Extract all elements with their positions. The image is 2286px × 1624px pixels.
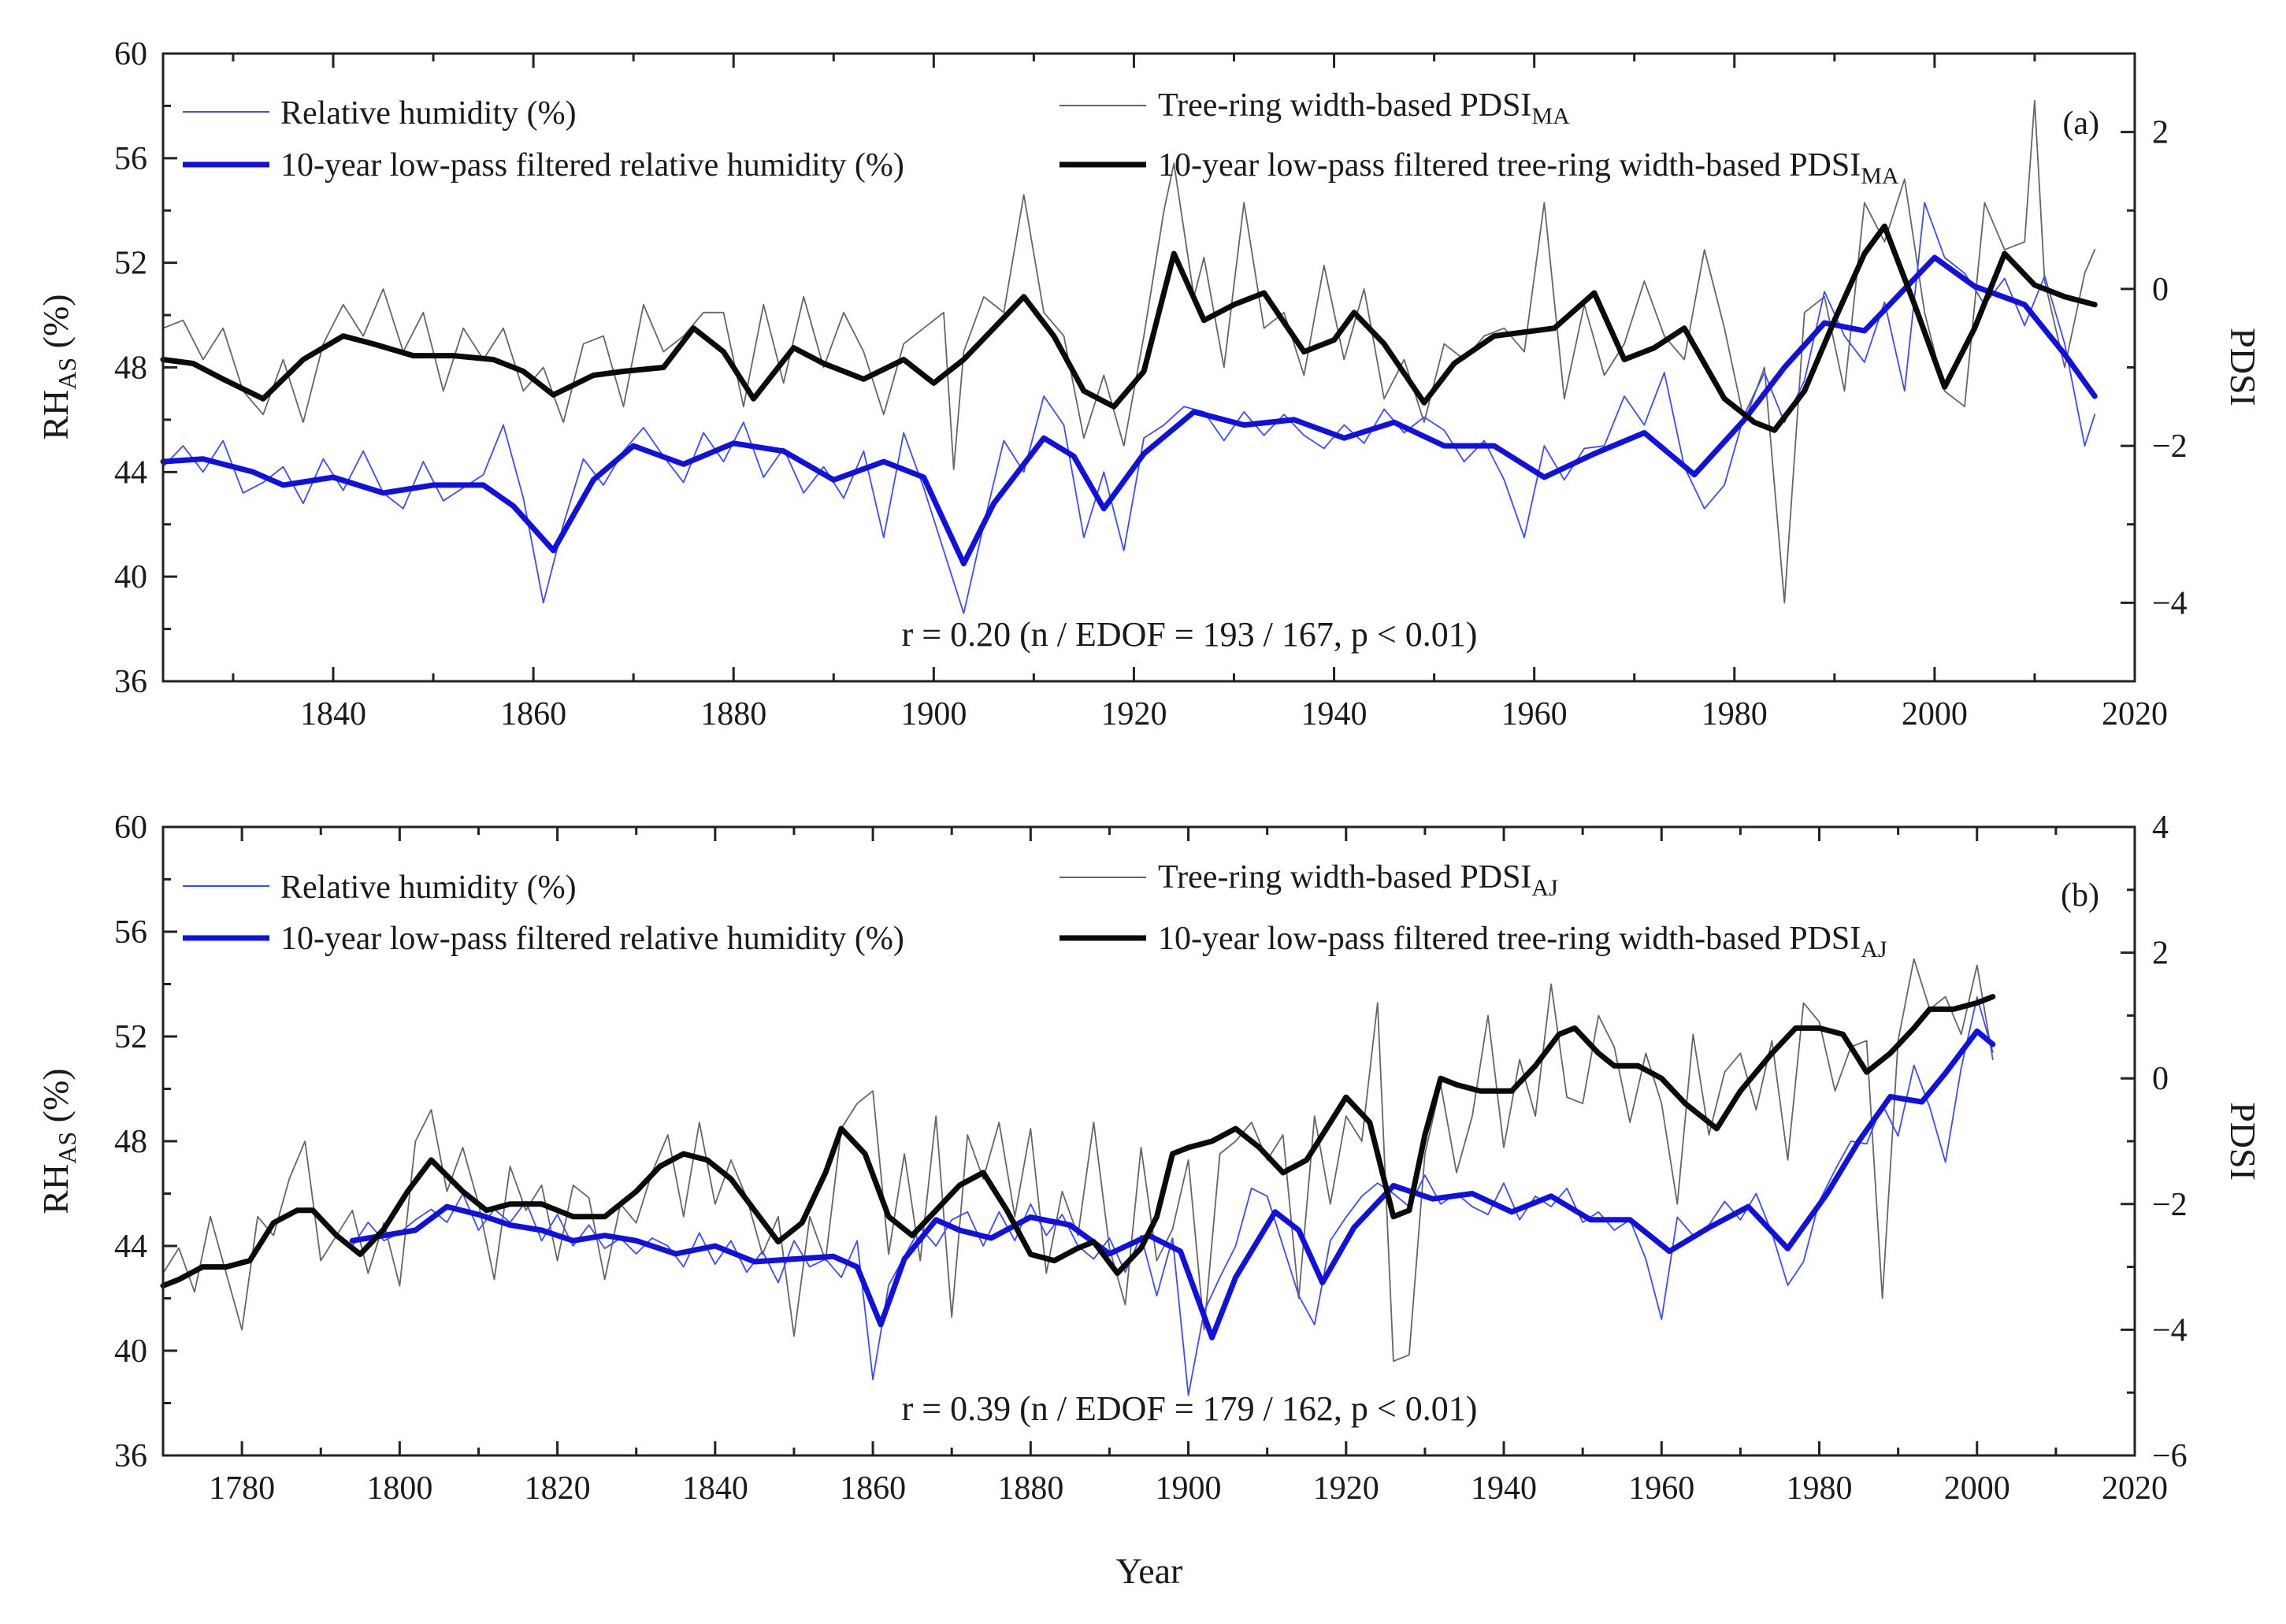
panel-a-x-tick-label: 1980 — [1702, 696, 1768, 732]
panel-a-y-right-tick-label: 2 — [2152, 115, 2169, 151]
panel-a-x-tick-label: 2020 — [2102, 696, 2168, 732]
panel-b-series-rh-raw — [351, 996, 1994, 1396]
panel-a-series — [160, 99, 2098, 614]
panel-a-y-left-tick-label: 40 — [114, 559, 147, 595]
panel-b-y-right-tick-label: 2 — [2152, 936, 2169, 972]
panel-b-x-tick-label: 2020 — [2102, 1470, 2168, 1507]
panel-b-x-tick-label: 1840 — [682, 1470, 748, 1507]
panel-b-y-left-title: RHAS (%) — [35, 1068, 81, 1214]
panel-a-x-tick-label: 1920 — [1100, 696, 1167, 732]
panel-a-series-pdsi-raw — [162, 99, 2096, 604]
panel-b-y-right-tick-label: −2 — [2152, 1187, 2188, 1223]
panel-a-y-left-tick-label: 36 — [114, 664, 147, 700]
panel-a-series-rh-smooth — [160, 254, 2098, 567]
panel-b-ticks: 1780 1800 1820 1840 1860 1880 1900 1920 1940 1960… — [114, 810, 2188, 1507]
panel-b-x-tick-label: 1920 — [1313, 1470, 1379, 1507]
panel-a: 1840 1860 1880 1900 1920 1940 1960 1980 2000 2020… — [35, 36, 2263, 732]
panel-b-y-left-tick-label: 40 — [114, 1333, 147, 1370]
legend-label-rh-raw: Relative humidity (%) — [280, 869, 577, 906]
panel-a-y-right-tick-label: −4 — [2152, 585, 2188, 621]
panel-b-y-left-tick-label: 56 — [114, 914, 147, 951]
panel-b-x-tick-label: 1900 — [1156, 1470, 1222, 1507]
panel-a-y-left-tick-label: 52 — [114, 246, 147, 282]
legend-label-rh-raw: Relative humidity (%) — [280, 95, 577, 132]
panel-a-y-left-tick-label: 48 — [114, 350, 147, 387]
x-axis-title: Year — [1116, 1551, 1183, 1591]
panel-a-label: (a) — [2062, 106, 2099, 142]
panel-b: 1780 1800 1820 1840 1860 1880 1900 1920 1940 1960… — [35, 810, 2263, 1507]
legend-label-pdsi-raw: Tree-ring width-based PDSIMA — [1158, 87, 1570, 129]
panel-b-y-left-tick-label: 44 — [114, 1229, 147, 1265]
legend-label-pdsi-smooth: 10-year low-pass filtered tree-ring widt… — [1158, 147, 1899, 189]
panel-b-y-left-tick-label: 60 — [114, 810, 147, 846]
panel-b-y-right-tick-label: 4 — [2152, 810, 2169, 846]
legend-label-pdsi-raw: Tree-ring width-based PDSIAJ — [1158, 859, 1558, 901]
panel-a-x-tick-label: 2000 — [1902, 696, 1968, 732]
panel-b-x-tick-label: 1960 — [1628, 1470, 1694, 1507]
panel-a-y-left-tick-label: 56 — [114, 141, 147, 177]
panel-b-x-tick-label: 2000 — [1944, 1470, 2010, 1507]
panel-a-legend: Relative humidity (%) 10-year low-pass f… — [183, 87, 1899, 189]
legend-label-pdsi-smooth: 10-year low-pass filtered tree-ring widt… — [1158, 921, 1887, 962]
panel-b-x-tick-label: 1800 — [366, 1470, 432, 1507]
panel-b-legend: Relative humidity (%) 10-year low-pass f… — [183, 859, 1887, 962]
panel-a-x-tick-label: 1900 — [900, 696, 967, 732]
panel-b-y-right-tick-label: −6 — [2152, 1438, 2188, 1474]
panel-b-series-rh-smooth — [349, 1028, 1996, 1340]
panel-b-series-pdsi-raw — [162, 958, 1994, 1363]
panel-b-x-tick-label: 1780 — [209, 1470, 275, 1507]
panel-b-y-left-tick-label: 52 — [114, 1019, 147, 1055]
panel-b-y-right-title: PDSI — [2223, 1102, 2263, 1181]
legend-label-rh-smooth: 10-year low-pass filtered relative humid… — [280, 921, 904, 957]
panel-a-x-tick-label: 1940 — [1301, 696, 1368, 732]
panel-a-y-right-tick-label: −2 — [2152, 428, 2188, 465]
panel-b-label: (b) — [2061, 877, 2099, 914]
panel-a-y-right-title: PDSI — [2223, 328, 2263, 406]
panel-b-y-right-tick-label: 0 — [2152, 1061, 2169, 1097]
panel-a-series-rh-raw — [162, 202, 2096, 614]
panel-b-x-tick-label: 1880 — [997, 1470, 1063, 1507]
panel-b-x-tick-label: 1980 — [1787, 1470, 1853, 1507]
panel-a-x-tick-label: 1840 — [300, 696, 366, 732]
panel-b-y-left-tick-label: 36 — [114, 1438, 147, 1474]
panel-b-x-tick-label: 1820 — [525, 1470, 591, 1507]
panel-b-y-right-tick-label: −4 — [2152, 1312, 2188, 1348]
panel-a-y-left-title: RHAS (%) — [35, 294, 81, 439]
panel-a-correlation-annotation: r = 0.20 (n / EDOF = 193 / 167, p < 0.01… — [902, 615, 1478, 654]
panel-a-y-left-tick-label: 44 — [114, 454, 147, 491]
panel-b-series — [160, 958, 1996, 1396]
panel-a-x-tick-label: 1860 — [500, 696, 566, 732]
panel-b-series-pdsi-smooth — [160, 994, 1996, 1288]
panel-b-x-tick-label: 1860 — [840, 1470, 906, 1507]
panel-a-series-pdsi-smooth — [160, 223, 2098, 433]
panel-a-ticks: 1840 1860 1880 1900 1920 1940 1960 1980 2000 2020… — [114, 36, 2188, 732]
legend-label-rh-smooth: 10-year low-pass filtered relative humid… — [280, 147, 904, 184]
panel-a-x-tick-label: 1880 — [700, 696, 766, 732]
panel-a-y-right-tick-label: 0 — [2152, 272, 2169, 308]
panel-b-y-left-tick-label: 48 — [114, 1124, 147, 1160]
panel-b-correlation-annotation: r = 0.39 (n / EDOF = 179 / 162, p < 0.01… — [902, 1389, 1478, 1428]
panel-a-x-tick-label: 1960 — [1501, 696, 1568, 732]
panel-a-y-left-tick-label: 60 — [114, 36, 147, 72]
panel-b-x-tick-label: 1940 — [1471, 1470, 1537, 1507]
